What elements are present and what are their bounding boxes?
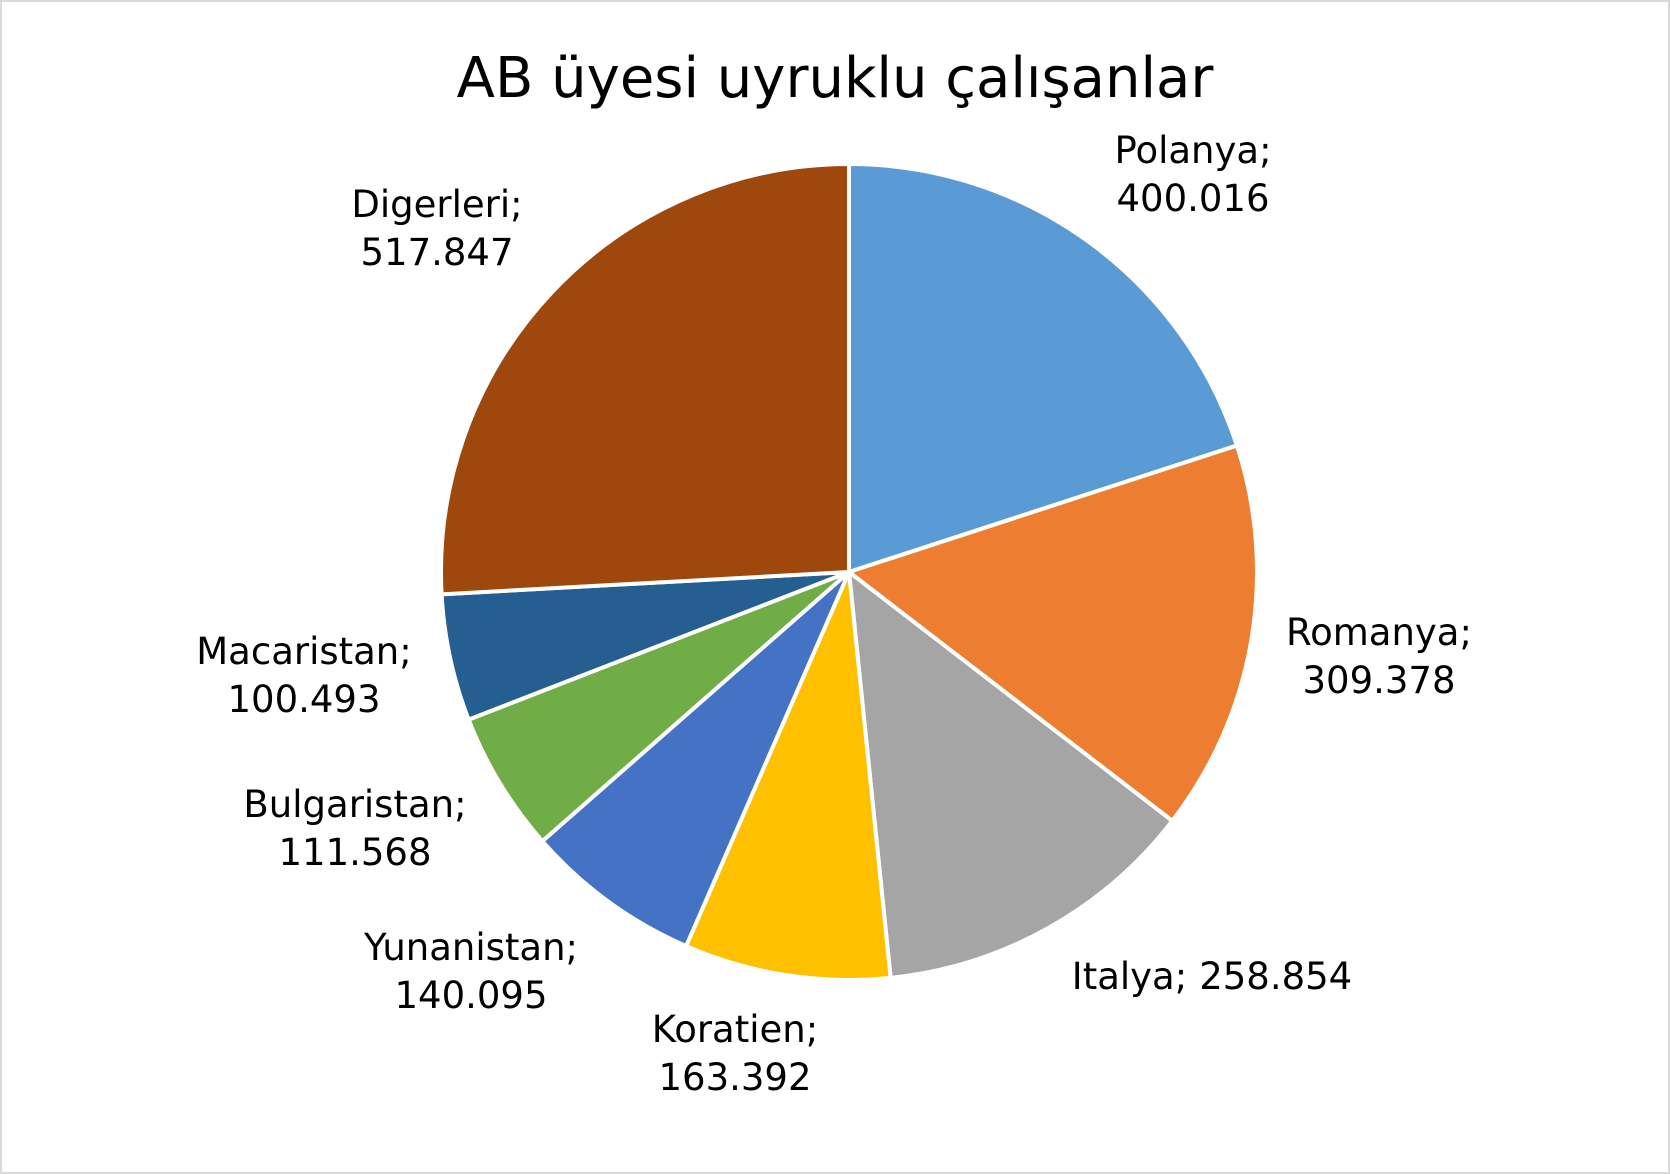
- label-separator: ;: [806, 1008, 818, 1051]
- category-label: Romanya: [1286, 611, 1459, 654]
- category-label: Koratien: [652, 1008, 806, 1051]
- value-label: 140.095: [394, 974, 547, 1017]
- data-label: Bulgaristan; 111.568: [243, 783, 466, 874]
- label-separator: ;: [566, 926, 578, 969]
- pie-slice: [439, 161, 851, 597]
- category-label: Polanya: [1114, 129, 1259, 172]
- category-label: Italya: [1072, 955, 1175, 998]
- value-label: 517.847: [360, 231, 513, 274]
- category-label: Bulgaristan: [243, 783, 454, 826]
- data-label: Yunanistan; 140.095: [363, 926, 578, 1017]
- value-label: 111.568: [278, 831, 431, 874]
- label-separator: ;: [1175, 955, 1187, 998]
- pie-slice: [846, 567, 1176, 981]
- data-label: Macaristan; 100.493: [196, 630, 411, 721]
- label-separator: ;: [399, 630, 411, 673]
- value-label: 258.854: [1199, 955, 1352, 998]
- label-separator: ;: [454, 783, 466, 826]
- pie-slice: [539, 570, 851, 949]
- data-label: Polanya; 400.016: [1114, 129, 1271, 220]
- value-label: 100.493: [227, 678, 380, 721]
- category-label: Macaristan: [196, 630, 399, 673]
- data-label: Italya; 258.854: [1072, 955, 1352, 998]
- category-label: Digerleri: [351, 183, 510, 226]
- chart-title: AB üyesi uyruklu çalışanlar: [457, 46, 1215, 111]
- data-label: Koratien; 163.392: [652, 1008, 818, 1099]
- data-label: Romanya; 309.378: [1286, 611, 1472, 702]
- category-label: Yunanistan: [363, 926, 566, 969]
- pie-slice: [683, 564, 893, 982]
- pie-slice: [466, 570, 851, 844]
- pie-slice: [847, 161, 1240, 575]
- value-label: 309.378: [1302, 659, 1455, 702]
- label-separator: ;: [1459, 611, 1471, 654]
- label-separator: ;: [510, 183, 522, 226]
- pie-slice: [844, 443, 1259, 824]
- label-separator: ;: [1259, 129, 1271, 172]
- value-label: 400.016: [1116, 177, 1269, 220]
- data-label: Digerleri; 517.847: [351, 183, 522, 274]
- value-label: 163.392: [658, 1056, 811, 1099]
